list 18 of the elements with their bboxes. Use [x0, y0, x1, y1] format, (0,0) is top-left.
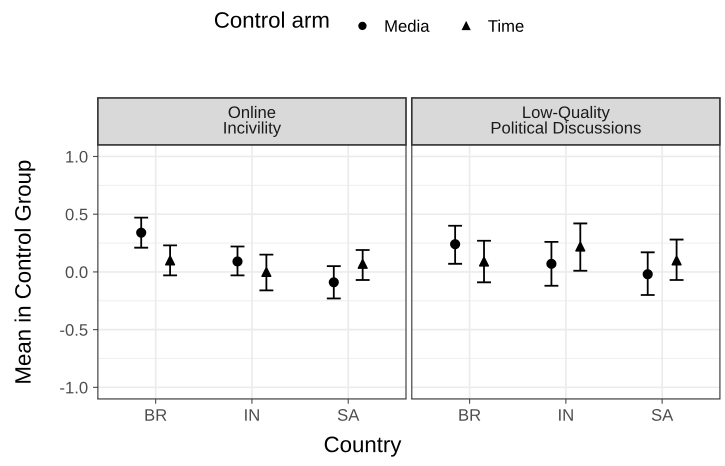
y-tick-label: -1.0	[60, 382, 88, 394]
x-tick-label: SA	[652, 409, 674, 421]
x-axis-title: Country	[324, 436, 402, 457]
chart-title: Online Incivility	[224, 106, 282, 137]
y-tick-label: -0.5	[60, 324, 88, 336]
y-axis-title: Mean in Control Group	[14, 160, 36, 383]
y-tick-label: 1.0	[66, 150, 88, 163]
legend-label: Time	[488, 20, 524, 32]
y-tick-label: 0.5	[66, 208, 88, 220]
x-tick-label: SA	[338, 409, 360, 421]
x-tick-label: BR	[459, 409, 480, 421]
legend-title: Control arm	[214, 12, 328, 28]
x-tick-label: BR	[145, 409, 166, 421]
y-tick-label: 0.0	[66, 266, 88, 278]
legend-label: Media	[385, 20, 430, 32]
x-tick-label: IN	[559, 409, 573, 421]
x-tick-label: IN	[245, 409, 259, 421]
chart-title: Low-Quality Political Discussions	[492, 106, 641, 134]
